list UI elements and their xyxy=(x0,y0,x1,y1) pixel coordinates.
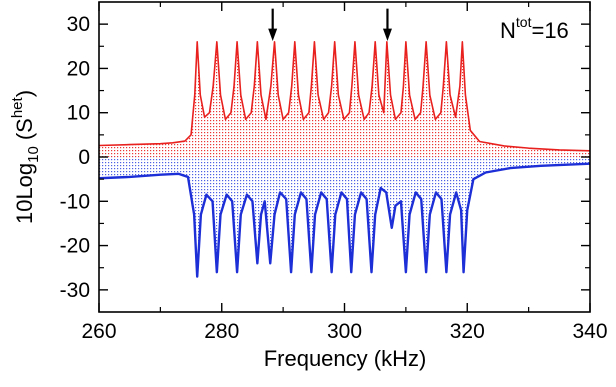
series-1-line xyxy=(99,162,590,278)
y-axis-title: 10Log10(Shet) xyxy=(9,90,42,224)
y-tick-label: 0 xyxy=(78,146,90,169)
y-tick-label: -10 xyxy=(60,190,90,213)
x-tick-label: 320 xyxy=(450,320,485,343)
y-tick-label: 20 xyxy=(67,57,90,80)
y-tick-label: 10 xyxy=(67,102,90,125)
series-layer xyxy=(99,41,590,278)
series-1-fill xyxy=(99,157,590,277)
y-tick-label: -30 xyxy=(60,279,90,302)
peak-arrow-head xyxy=(382,28,392,41)
x-axis-title: Frequency (kHz) xyxy=(264,346,427,371)
series-0-fill xyxy=(99,41,590,157)
arrow-layer xyxy=(268,8,392,41)
x-tick-label: 340 xyxy=(572,320,607,343)
axes-layer: 260 280 300 320 340 -30 -20 -10 0 10 20 30 xyxy=(60,1,608,343)
series-0-line xyxy=(99,41,590,152)
x-tick-label: 260 xyxy=(81,320,116,343)
peak-arrow-head xyxy=(268,28,278,41)
x-tick-label: 300 xyxy=(327,320,362,343)
y-tick-label: -20 xyxy=(60,235,90,258)
x-tick-label: 280 xyxy=(204,320,239,343)
y-tick-label: 30 xyxy=(67,13,90,36)
ntot-annotation: Ntot=16 xyxy=(500,14,569,43)
